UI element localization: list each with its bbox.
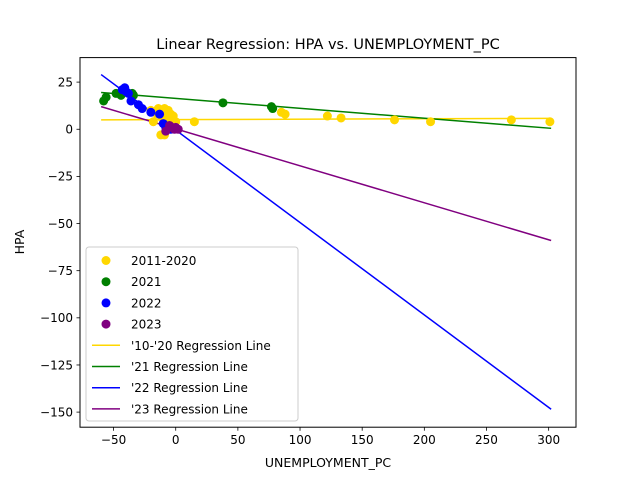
scatter-point-0-25 bbox=[506, 115, 516, 125]
y-tick-label: −100 bbox=[40, 311, 73, 325]
x-tick-label: 200 bbox=[413, 433, 436, 447]
scatter-point-0-26 bbox=[545, 117, 555, 127]
scatter-point-1-7 bbox=[218, 98, 228, 108]
legend-label-3: 2023 bbox=[131, 318, 162, 332]
y-tick-label: −50 bbox=[48, 217, 73, 231]
plot-frame bbox=[79, 57, 577, 428]
scatter-point-2-4 bbox=[126, 96, 136, 106]
legend-label-5: '21 Regression Line bbox=[131, 360, 248, 374]
y-tick-label: 25 bbox=[58, 75, 73, 89]
legend-marker-1 bbox=[101, 277, 111, 287]
legend-label-4: '10-'20 Regression Line bbox=[131, 339, 271, 353]
x-tick-label: 50 bbox=[230, 433, 245, 447]
y-tick-label: −125 bbox=[40, 358, 73, 372]
x-axis: −50 0 50 100 150 200 250 300 bbox=[101, 427, 560, 447]
legend-label-2: 2022 bbox=[131, 296, 162, 310]
x-tick-label: 300 bbox=[537, 433, 560, 447]
legend: 2011-2020 2021 2022 2023 '10-'20 Regression … bbox=[85, 246, 299, 422]
y-tick-label: −25 bbox=[48, 170, 73, 184]
legend-marker-2 bbox=[101, 298, 111, 308]
scatter-point-2-6 bbox=[137, 104, 147, 114]
regression-line-5 bbox=[101, 91, 552, 130]
scatter-point-2-8 bbox=[155, 109, 165, 119]
legend-entries: 2011-2020 2021 2022 2023 '10-'20 Regression … bbox=[92, 254, 271, 416]
scatter-point-0-24 bbox=[426, 117, 436, 127]
x-tick-label: 100 bbox=[289, 433, 312, 447]
scatter-point-0-1 bbox=[148, 117, 158, 127]
legend-label-6: '22 Regression Line bbox=[131, 381, 248, 395]
y-tick-label: 0 bbox=[65, 123, 73, 137]
legend-marker-3 bbox=[101, 319, 111, 329]
chart-title: Linear Regression: HPA vs. UNEMPLOYMENT_… bbox=[156, 37, 500, 53]
scatter-point-1-9 bbox=[268, 104, 278, 114]
x-axis-label: UNEMPLOYMENT_PC bbox=[265, 455, 391, 470]
scatter-point-0-18 bbox=[189, 117, 199, 127]
y-tick-label: −75 bbox=[48, 264, 73, 278]
legend-label-1: 2021 bbox=[131, 275, 162, 289]
x-tick-label: 150 bbox=[351, 433, 374, 447]
legend-box bbox=[85, 246, 299, 422]
x-tick-label: −50 bbox=[101, 433, 126, 447]
legend-marker-0 bbox=[101, 256, 111, 265]
scatter-point-0-20 bbox=[280, 109, 290, 119]
legend-label-0: 2011-2020 bbox=[131, 254, 196, 268]
scatter-point-0-21 bbox=[322, 111, 332, 121]
series-layer bbox=[99, 73, 555, 410]
scatter-point-2-3 bbox=[123, 88, 133, 98]
y-axis: 25 0 −25 −50 −75 −100 −125 −150 bbox=[40, 75, 80, 419]
scatter-point-1-1 bbox=[101, 92, 111, 102]
legend-label-7: '23 Regression Line bbox=[131, 402, 248, 416]
scatter-point-3-5 bbox=[173, 124, 183, 134]
scatter-point-0-23 bbox=[390, 115, 400, 125]
scatter-point-0-22 bbox=[336, 113, 346, 123]
x-tick-label: 0 bbox=[172, 433, 180, 447]
scatter-point-2-7 bbox=[146, 107, 156, 117]
x-tick-label: 250 bbox=[475, 433, 498, 447]
y-tick-label: −150 bbox=[40, 405, 73, 419]
y-axis-label: HPA bbox=[12, 229, 27, 254]
